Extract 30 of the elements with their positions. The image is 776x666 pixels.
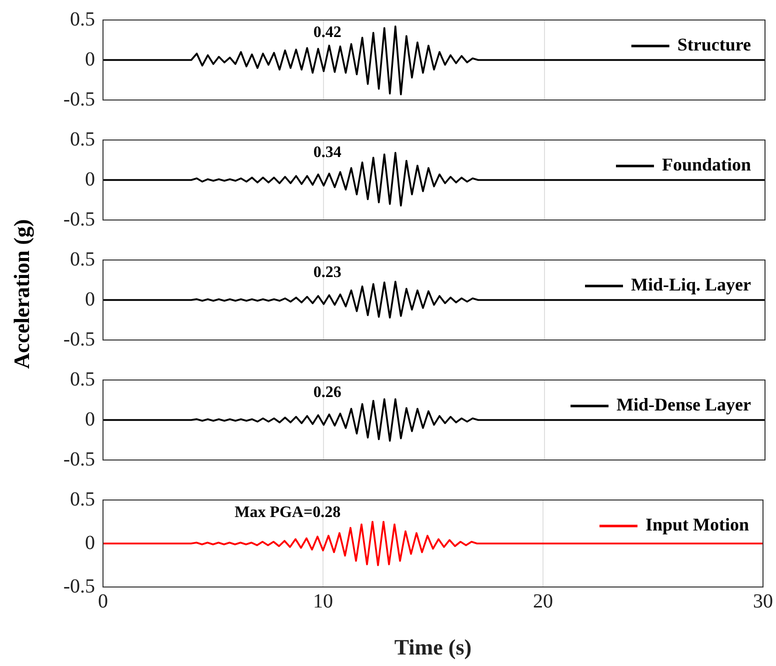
legend-label: Structure bbox=[677, 34, 752, 55]
annotation: 0.26 bbox=[313, 384, 342, 402]
y-tick-label: 0 bbox=[85, 288, 95, 310]
y-tick-label: 0 bbox=[85, 168, 95, 190]
annotation: 0.23 bbox=[313, 264, 342, 282]
annotation: 0.34 bbox=[313, 144, 342, 162]
x-axis-title: Time (s) bbox=[394, 634, 472, 660]
x-tick-label: 10 bbox=[313, 590, 333, 612]
legend-label: Mid-Dense Layer bbox=[616, 394, 752, 415]
y-tick-label: -0.5 bbox=[63, 575, 95, 598]
y-tick-label: -0.5 bbox=[63, 328, 95, 350]
legend-label: Mid-Liq. Layer bbox=[631, 274, 752, 295]
y-tick-label: 0.5 bbox=[70, 248, 95, 270]
y-tick-label: -0.5 bbox=[63, 448, 95, 470]
y-tick-label: 0.5 bbox=[70, 368, 95, 390]
y-tick-label: -0.5 bbox=[63, 208, 95, 230]
legend-label: Foundation bbox=[662, 154, 752, 175]
y-tick-label: -0.5 bbox=[63, 88, 95, 110]
annotation: Max PGA=0.28 bbox=[234, 504, 341, 522]
legend-label: Input Motion bbox=[645, 514, 750, 535]
y-tick-label: 0.5 bbox=[70, 8, 95, 30]
y-tick-label: 0.5 bbox=[70, 488, 95, 510]
y-tick-label: 0 bbox=[85, 532, 95, 554]
y-axis-title: Acceleration (g) bbox=[8, 218, 35, 368]
annotation: 0.42 bbox=[313, 24, 342, 42]
x-tick-label: 20 bbox=[533, 590, 553, 612]
y-tick-label: 0.5 bbox=[70, 128, 95, 150]
y-tick-label: 0 bbox=[85, 408, 95, 430]
x-tick-label: 30 bbox=[753, 590, 773, 612]
y-tick-label: 0 bbox=[85, 48, 95, 70]
